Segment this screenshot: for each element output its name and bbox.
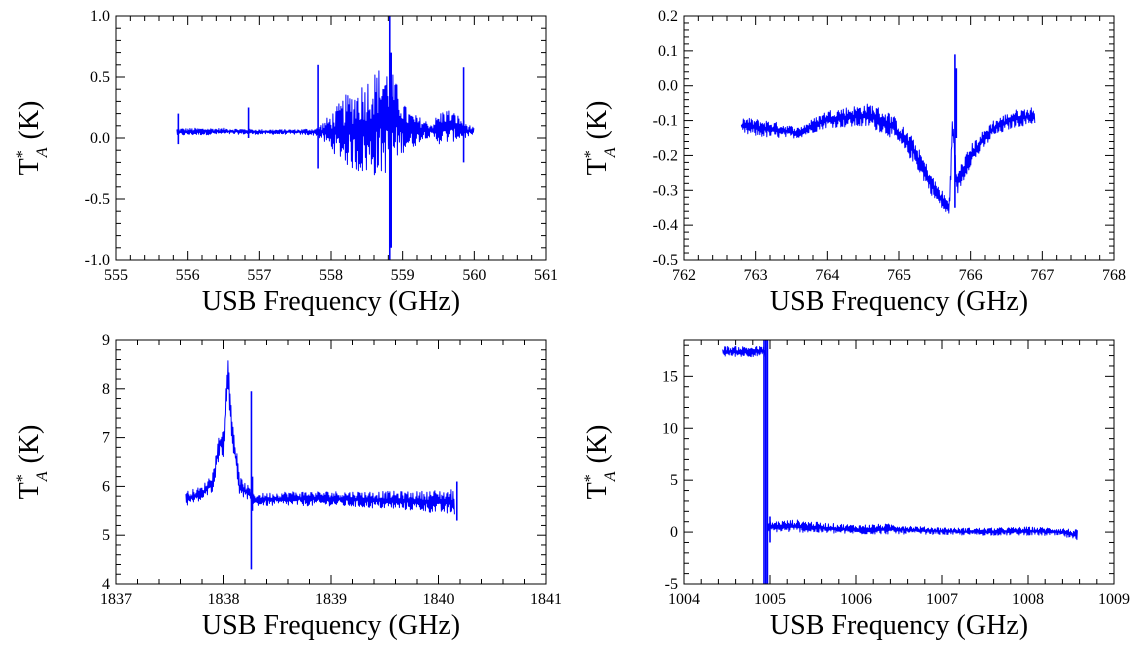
x-tick-label: 1837 <box>100 591 132 608</box>
y-tick-label: 5 <box>670 472 678 489</box>
y-tick-label: -0.1 <box>653 113 678 130</box>
y-axis-label: T* A(K) <box>582 425 619 500</box>
y-tick-label: -0.3 <box>653 182 678 199</box>
x-tick-label: 764 <box>815 267 839 284</box>
spectrum-trace-1 <box>176 70 475 176</box>
y-tick-label: 4 <box>102 576 110 593</box>
plot-frame <box>683 339 1115 585</box>
x-tick-label: 1006 <box>840 591 872 608</box>
chart-panel-2: 762 763 764 765 766 767 768 -0.5 -0.4 -0.3 -0.2 -0.… <box>582 8 1126 317</box>
y-tick-label: 5 <box>102 527 110 544</box>
y-axis-label: T* A(K) <box>582 101 619 176</box>
x-tick-label: 560 <box>462 267 486 284</box>
series-group <box>740 54 1036 214</box>
y-tick-label: 0.0 <box>90 130 110 147</box>
y-tick-label: -5 <box>665 576 678 593</box>
chart-panel-3: 1837 1838 1839 1840 1841 4 5 6 7 8 9 USB Frequency … <box>14 332 562 641</box>
y-tick-label: 6 <box>102 478 110 495</box>
x-tick-label: 766 <box>959 267 983 284</box>
y-tick-label: -0.4 <box>653 217 678 234</box>
y-tick-label: 15 <box>662 368 678 385</box>
spectrum-trace-1 <box>185 360 455 515</box>
y-tick-label: 0.0 <box>658 78 678 95</box>
x-tick-label: 762 <box>672 267 696 284</box>
y-tick-label: 8 <box>102 381 110 398</box>
x-tick-label: 765 <box>887 267 911 284</box>
x-tick-label: 559 <box>391 267 415 284</box>
x-tick-label: 1009 <box>1098 591 1130 608</box>
x-tick-label: 558 <box>319 267 343 284</box>
x-tick-label: 768 <box>1102 267 1126 284</box>
x-tick-label: 1840 <box>423 591 455 608</box>
x-axis-label: USB Frequency (GHz) <box>770 286 1028 317</box>
y-tick-label: 0.5 <box>90 69 110 86</box>
x-tick-label: 1004 <box>668 591 700 608</box>
y-tick-label: -0.5 <box>85 191 110 208</box>
y-axis-label: T* A(K) <box>14 101 51 176</box>
x-tick-label: 1007 <box>926 591 958 608</box>
y-tick-label: -0.5 <box>653 252 678 269</box>
y-tick-label: -0.2 <box>653 147 678 164</box>
x-tick-label: 1838 <box>208 591 240 608</box>
x-tick-label: 555 <box>104 267 128 284</box>
x-tick-label: 557 <box>247 267 271 284</box>
plot-frame <box>115 339 547 585</box>
spectrum-trace-2 <box>766 519 1078 541</box>
y-tick-label: 9 <box>102 332 110 349</box>
y-tick-label: 0.2 <box>658 8 678 25</box>
x-tick-label: 763 <box>744 267 768 284</box>
x-axis-label: USB Frequency (GHz) <box>202 610 460 641</box>
series-group <box>185 360 458 570</box>
y-tick-label: 0 <box>670 524 678 541</box>
spectrum-trace-1 <box>740 103 1036 214</box>
y-tick-label: 0.1 <box>658 43 678 60</box>
y-axis-label: T* A(K) <box>14 425 51 500</box>
x-axis-label: USB Frequency (GHz) <box>202 286 460 317</box>
x-tick-label: 556 <box>176 267 200 284</box>
x-tick-label: 1839 <box>315 591 347 608</box>
chart-panel-1: 555 556 557 558 559 560 561 -1.0 -0.5 0.0 0.5 1.0 US… <box>14 8 558 317</box>
y-tick-label: 1.0 <box>90 8 110 25</box>
series-group <box>722 340 1078 584</box>
y-tick-label: 10 <box>662 420 678 437</box>
series-group <box>176 16 475 260</box>
y-tick-label: 7 <box>102 430 110 447</box>
spectrum-trace-1 <box>722 345 767 358</box>
x-tick-label: 1005 <box>754 591 786 608</box>
x-tick-label: 1841 <box>530 591 562 608</box>
x-tick-label: 1008 <box>1012 591 1044 608</box>
y-tick-label: -1.0 <box>85 252 110 269</box>
x-axis-label: USB Frequency (GHz) <box>770 610 1028 641</box>
x-tick-label: 561 <box>534 267 558 284</box>
x-tick-label: 767 <box>1030 267 1054 284</box>
chart-panel-4: 1004 1005 1006 1007 1008 1009 -5 0 5 10 15 USB Freq… <box>582 339 1130 641</box>
